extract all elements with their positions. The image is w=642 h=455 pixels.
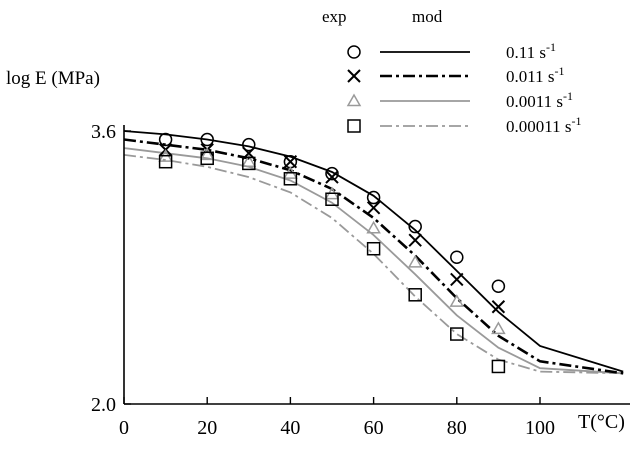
- x-tick-label: 80: [447, 417, 467, 439]
- exp-point-triangle: [449, 294, 465, 307]
- exp-point-x: [366, 201, 381, 215]
- exp-point-triangle: [491, 321, 506, 335]
- exp-point-square: [450, 327, 464, 341]
- y-ticks: 2.0 3.6: [91, 121, 131, 416]
- legend-marker-square: [347, 119, 361, 133]
- model-line-3: [124, 154, 624, 375]
- model-line-2: [124, 147, 624, 375]
- model-lines: [124, 130, 624, 375]
- y-tick-label: 3.6: [91, 121, 116, 143]
- exp-point-x: [283, 155, 298, 169]
- legend-label-superscript: -1: [546, 40, 556, 54]
- exp-point-triangle: [241, 154, 257, 167]
- exp-point-circle: [366, 190, 381, 205]
- axes: [123, 125, 630, 405]
- exp-point-triangle: [366, 220, 381, 234]
- exp-point-circle: [325, 166, 339, 181]
- legend-label: 0.00011 s-1: [506, 114, 582, 136]
- exp-point-square: [283, 172, 298, 186]
- exp-point-x-b: [491, 300, 506, 314]
- legend-label: 0.11 s-1: [506, 40, 556, 62]
- exp-point-square: [408, 288, 422, 302]
- exp-point-x: [325, 170, 339, 184]
- exp-point-x: [408, 233, 422, 247]
- model-line-0: [124, 130, 624, 373]
- exp-point-square: [325, 192, 339, 206]
- x-tick-label: 0: [119, 417, 129, 439]
- exp-point-circle: [242, 137, 256, 152]
- exp-point-square: [242, 156, 256, 171]
- exp-point-triangle: [407, 254, 423, 268]
- legend-marker-circle: [347, 45, 361, 59]
- legend-label-superscript: -1: [572, 114, 582, 128]
- exp-markers: [158, 132, 506, 374]
- exp-point-square: [366, 241, 381, 256]
- exp-point-circle: [491, 279, 506, 294]
- x-tick-label: 100: [525, 417, 555, 439]
- exp-point-square: [491, 359, 506, 374]
- exp-point-triangle: [199, 147, 215, 161]
- x-tick-label: 20: [197, 417, 217, 439]
- model-line-1: [124, 138, 624, 375]
- exp-point-circle: [158, 132, 173, 147]
- exp-point-x-b: [283, 155, 298, 169]
- legend-label: 0.0011 s-1: [506, 89, 573, 111]
- exp-point-x-b: [450, 272, 464, 287]
- exp-point-x: [491, 300, 506, 314]
- x-axis-label: T(°C): [578, 411, 625, 433]
- legend-label-superscript: -1: [555, 64, 565, 78]
- y-tick-label: 2.0: [91, 394, 116, 416]
- exp-point-square: [158, 154, 173, 169]
- x-tick-label: 40: [280, 417, 300, 439]
- exp-point-circle: [200, 132, 214, 147]
- exp-point-x: [450, 272, 464, 287]
- legend: exp mod 0.11 s-10.011 s-1 0.0011 s-1 0.000…: [322, 7, 582, 136]
- x-ticks: 0 20 40 60 80 100: [119, 397, 555, 439]
- legend-label-superscript: -1: [563, 89, 573, 103]
- legend-marker-x: [347, 69, 361, 83]
- legend-header-mod: mod: [412, 7, 443, 26]
- x-tick-label: 60: [364, 417, 384, 439]
- legend-marker-x-b: [347, 69, 361, 83]
- exp-point-x-b: [325, 170, 339, 184]
- legend-marker-triangle: [346, 93, 362, 107]
- y-axis-label: log E (MPa): [6, 68, 100, 89]
- exp-point-circle: [408, 219, 422, 234]
- exp-point-circle: [450, 250, 464, 265]
- exp-point-x-b: [408, 233, 422, 247]
- exp-point-x-b: [366, 201, 381, 215]
- legend-header-exp: exp: [322, 7, 347, 26]
- legend-label: 0.011 s-1: [506, 64, 565, 86]
- exp-point-square: [200, 151, 214, 166]
- plot-area: [124, 130, 624, 375]
